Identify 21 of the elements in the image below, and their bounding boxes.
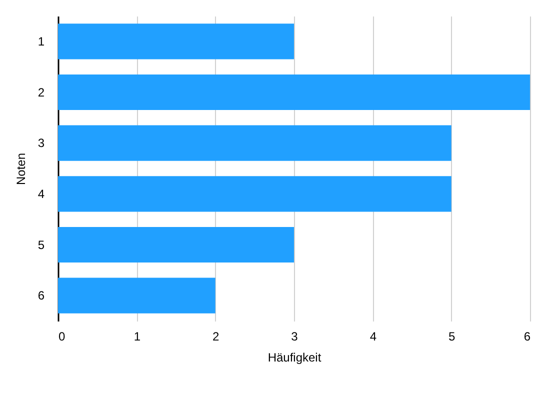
- bar: [58, 278, 216, 314]
- y-tick-label: 6: [38, 288, 45, 303]
- bar: [58, 125, 452, 161]
- y-tick-label: 1: [38, 34, 45, 48]
- x-axis-title: Häufigkeit: [268, 350, 322, 364]
- y-tick-label: 2: [38, 85, 45, 100]
- bar: [58, 226, 294, 263]
- y-tick-label: 5: [38, 238, 45, 252]
- x-tick-label: 2: [212, 330, 220, 344]
- x-tick-label: 5: [448, 330, 456, 344]
- y-tick-label: 4: [38, 186, 45, 201]
- bar: [58, 24, 294, 60]
- x-tick-label: 0: [58, 330, 66, 344]
- x-tick-label: 1: [134, 330, 141, 344]
- x-tick-label: 4: [370, 330, 377, 344]
- y-tick-label: 3: [38, 136, 45, 150]
- x-tick-label: 3: [291, 330, 298, 344]
- y-axis-title: Noten: [14, 152, 28, 186]
- bar: [58, 176, 452, 212]
- bar: [58, 74, 530, 110]
- x-tick-label: 6: [524, 330, 531, 344]
